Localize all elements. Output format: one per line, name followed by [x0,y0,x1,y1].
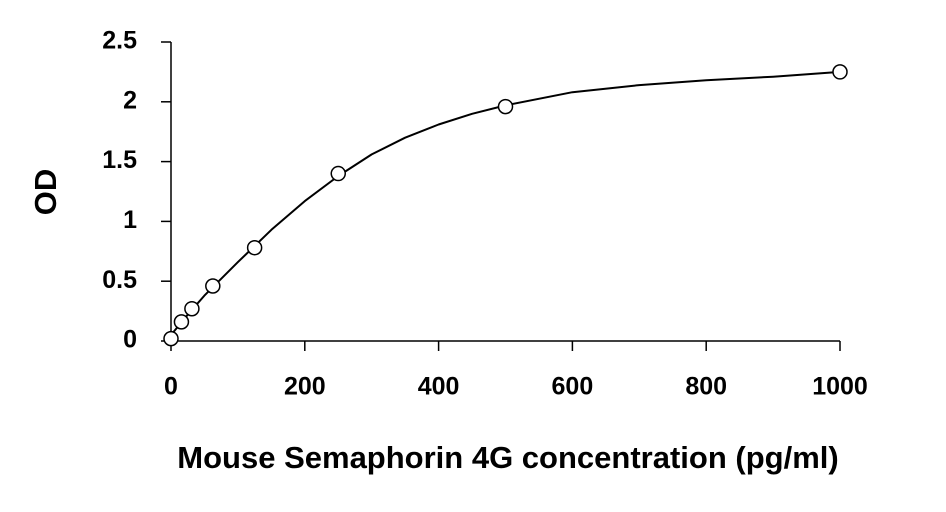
x-tick-label: 800 [685,373,727,401]
x-tick-label: 0 [164,373,178,401]
data-point [173,314,190,330]
y-tick-label: 2 [123,86,137,114]
y-tick-label: 2.5 [102,27,137,55]
y-tick-label: 0 [123,326,137,354]
data-point [205,278,221,294]
x-axis-title: Mouse Semaphorin 4G concentration (pg/ml… [177,440,838,475]
data-point [330,165,346,182]
x-tick-label: 600 [552,373,594,401]
data-point [246,239,263,256]
y-tick-label: 1 [123,206,137,234]
data-point [497,98,514,115]
y-tick-label: 0.5 [102,266,137,294]
data-point [163,330,179,347]
x-tick-label: 200 [284,373,326,401]
y-tick-label: 1.5 [102,146,137,174]
fit-curve [170,70,841,336]
x-tick-label: 1000 [812,373,868,401]
x-tick-label: 400 [418,373,460,401]
data-point [832,64,848,80]
data-point [184,300,200,317]
y-axis-title: OD [28,169,63,216]
